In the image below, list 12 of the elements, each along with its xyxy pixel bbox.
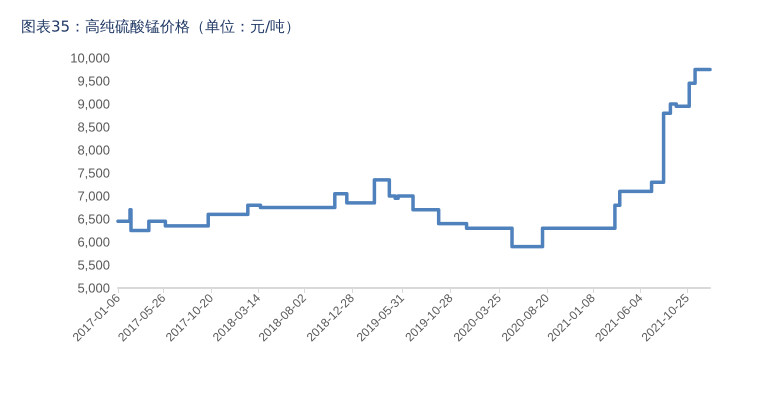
y-tick-label: 5,500 [77,258,110,272]
y-tick-label: 9,000 [77,96,110,112]
y-tick-label: 8,500 [77,120,110,134]
y-tick-label: 10,000 [70,50,110,66]
chart-title: 图表35：高纯硫酸锰价格（单位：元/吨） [21,18,300,36]
y-tick-label: 6,500 [77,212,110,226]
y-tick-label: 9,500 [77,74,110,88]
y-tick-label: 7,500 [77,166,110,180]
y-tick-label: 6,000 [77,234,110,250]
y-tick-label: 8,000 [77,142,110,158]
y-tick-label: 7,000 [77,188,110,204]
y-tick-label: 5,000 [77,280,110,296]
